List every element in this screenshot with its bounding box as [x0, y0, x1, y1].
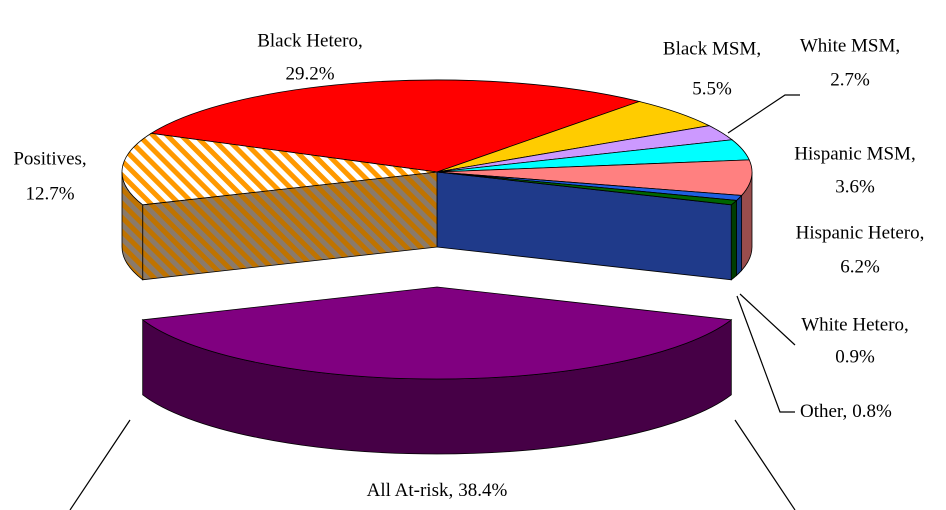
data-label: All At-risk, 38.4% — [367, 480, 508, 501]
leader-line — [69, 419, 131, 510]
label-value: 38.4% — [458, 480, 507, 501]
label-value: 0.8% — [852, 401, 892, 422]
label-category: All At-risk, — [367, 480, 454, 501]
leader-line — [727, 94, 800, 134]
label-value: 12.7% — [25, 183, 74, 204]
label-value: 0.9% — [835, 346, 875, 367]
slice-side — [736, 194, 743, 277]
leader-line — [739, 293, 796, 346]
leader-line — [736, 295, 795, 413]
label-value: 29.2% — [285, 63, 334, 84]
label-category: Other, — [800, 401, 847, 422]
label-value: 6.2% — [840, 256, 880, 277]
slice — [121, 132, 438, 206]
slice — [149, 79, 641, 173]
label-category: Hispanic MSM, — [794, 143, 915, 164]
data-labels: Black Hetero, 29.2% Black MSM, 5.5% White MS… — [13, 30, 924, 501]
label-category: Hispanic Hetero, — [796, 222, 925, 243]
slice — [436, 159, 753, 196]
label-category: Black Hetero, — [257, 30, 363, 51]
label-category: Black MSM, — [663, 38, 761, 59]
label-category: White MSM, — [800, 35, 900, 56]
slice-side — [730, 199, 737, 281]
label-category: White Hetero, — [801, 314, 909, 335]
slice — [141, 286, 733, 380]
label-value: 3.6% — [835, 176, 875, 197]
slice — [436, 171, 738, 206]
leader-lines — [69, 94, 800, 510]
label-value: 5.5% — [692, 78, 732, 99]
leader-line — [734, 419, 796, 510]
data-label: Other, 0.8% — [800, 401, 892, 422]
label-category: Positives, — [13, 148, 86, 169]
label-value: 2.7% — [830, 69, 870, 90]
pie — [121, 79, 753, 455]
